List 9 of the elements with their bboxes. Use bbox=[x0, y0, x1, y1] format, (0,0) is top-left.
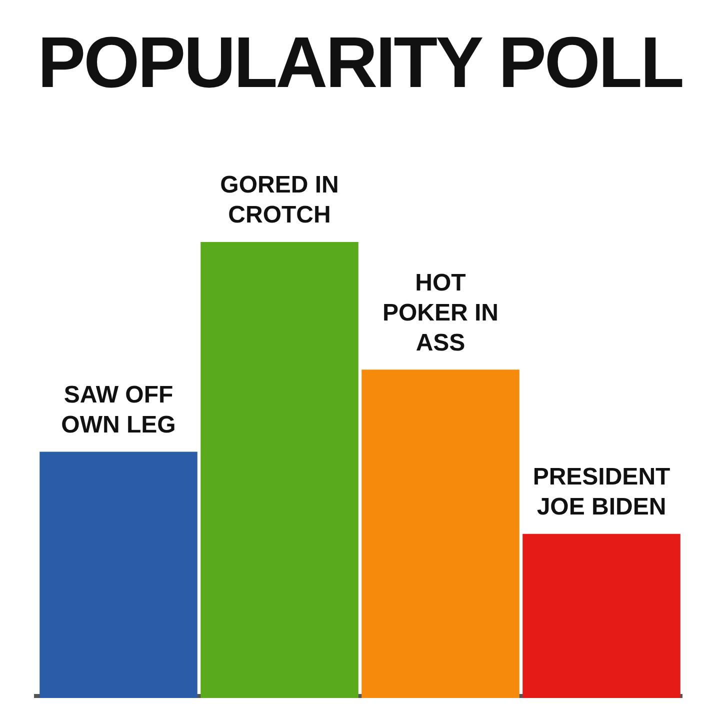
x-tick-label: PRESIDENT JOE BIDEN bbox=[532, 463, 671, 520]
bar bbox=[40, 452, 198, 698]
x-tick-label: SAW OFF OWN LEG bbox=[61, 381, 176, 438]
bar bbox=[362, 370, 520, 698]
x-tick-label: GORED IN CROTCH bbox=[220, 172, 339, 229]
chart-title: POPULARITY POLL bbox=[36, 22, 684, 105]
x-tick-label: HOT POKER IN ASS bbox=[382, 269, 499, 356]
bar bbox=[200, 242, 358, 698]
bar bbox=[522, 534, 680, 698]
